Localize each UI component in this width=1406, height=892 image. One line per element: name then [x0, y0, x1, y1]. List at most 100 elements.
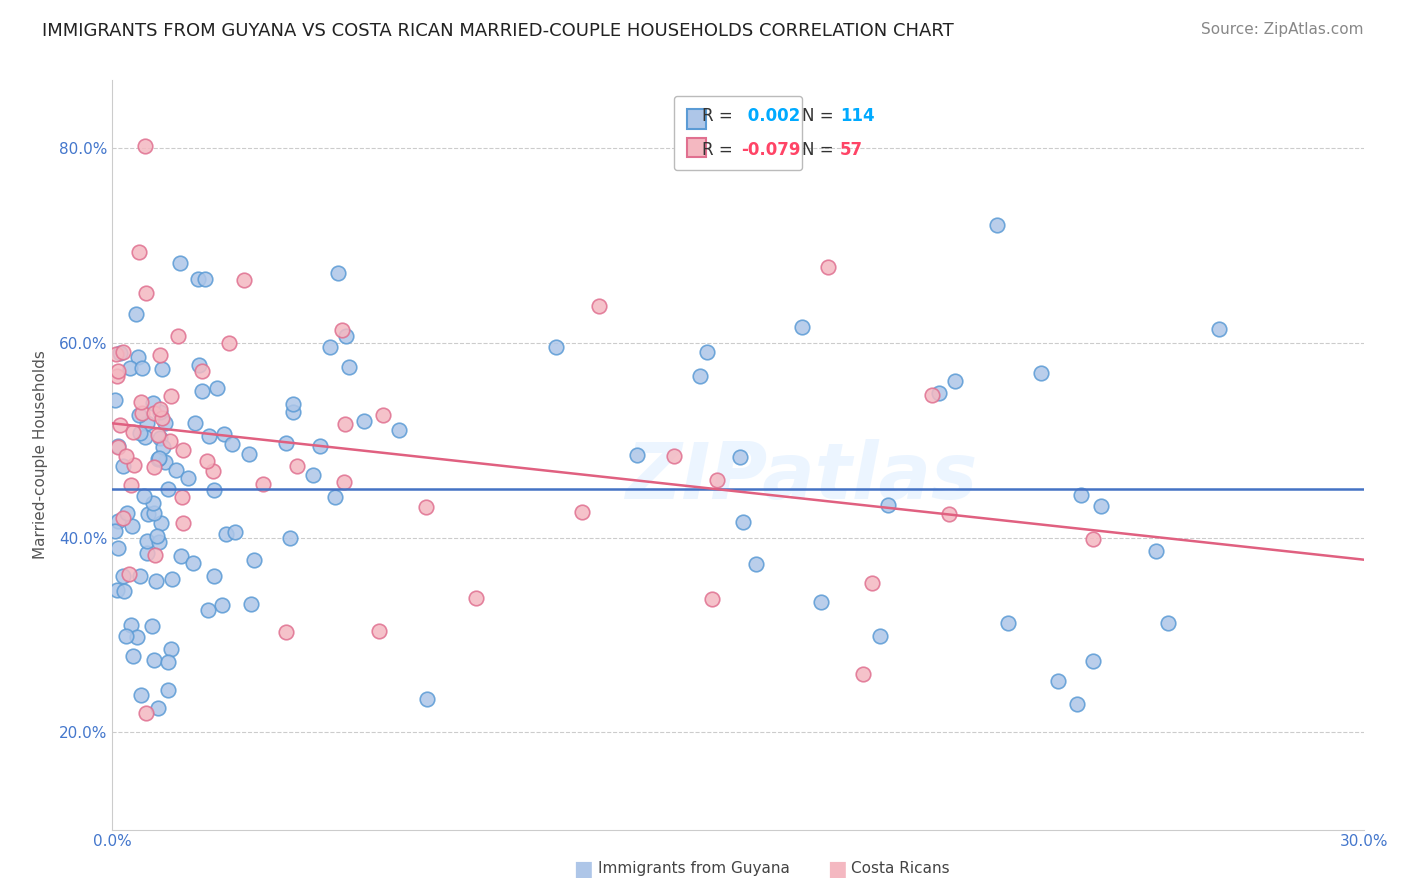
Point — [105, 582, 128, 597]
Point — [129, 688, 152, 702]
Point — [152, 411, 174, 425]
Point — [852, 666, 875, 681]
Point — [107, 440, 129, 454]
Point — [152, 440, 174, 454]
Point — [191, 364, 214, 378]
Point — [132, 489, 155, 503]
Point — [129, 425, 152, 440]
Point — [335, 417, 357, 432]
Point — [187, 272, 209, 286]
Point — [1029, 366, 1052, 380]
Point — [731, 515, 754, 529]
Point — [221, 437, 243, 451]
Point — [997, 615, 1019, 630]
Point — [181, 556, 204, 570]
Point — [943, 374, 966, 388]
Point — [128, 408, 150, 422]
Point — [148, 535, 170, 549]
Point — [326, 266, 349, 280]
Point — [135, 534, 157, 549]
Point — [243, 553, 266, 567]
Point — [986, 218, 1008, 232]
Point — [169, 256, 191, 270]
Point — [159, 434, 181, 448]
Point — [1070, 487, 1092, 501]
Point — [142, 506, 165, 520]
Point — [335, 329, 357, 343]
Point — [145, 574, 167, 589]
Text: R =: R = — [702, 141, 738, 160]
Point — [157, 682, 180, 697]
Point — [136, 416, 159, 430]
Point — [131, 406, 153, 420]
Text: ZIPatlas: ZIPatlas — [624, 440, 977, 516]
Point — [1144, 543, 1167, 558]
Point — [129, 569, 152, 583]
Point — [928, 385, 950, 400]
Point — [107, 514, 129, 528]
Point — [921, 388, 943, 402]
Point — [664, 449, 686, 463]
Point — [149, 348, 172, 362]
Point — [136, 545, 159, 559]
Point — [127, 351, 149, 365]
Point — [105, 347, 128, 361]
Point — [160, 389, 183, 403]
Point — [588, 299, 610, 313]
Text: IMMIGRANTS FROM GUYANA VS COSTA RICAN MARRIED-COUPLE HOUSEHOLDS CORRELATION CHAR: IMMIGRANTS FROM GUYANA VS COSTA RICAN MA… — [42, 22, 953, 40]
Point — [371, 408, 394, 422]
Point — [1208, 322, 1230, 336]
Point — [141, 618, 163, 632]
Point — [160, 572, 183, 586]
Legend:               ,               : , — [673, 96, 803, 170]
Text: -0.079: -0.079 — [741, 141, 801, 160]
Point — [281, 405, 304, 419]
Point — [122, 458, 145, 473]
Point — [415, 691, 437, 706]
Point — [134, 430, 156, 444]
Point — [142, 460, 165, 475]
Point — [744, 558, 766, 572]
Point — [353, 414, 375, 428]
Point — [876, 498, 898, 512]
Point — [238, 447, 260, 461]
Point — [135, 706, 157, 720]
Point — [1083, 532, 1105, 546]
Point — [211, 598, 233, 612]
Text: 57: 57 — [839, 141, 863, 160]
Point — [112, 511, 135, 525]
Point — [869, 629, 891, 643]
Point — [108, 346, 131, 360]
Point — [120, 617, 142, 632]
Point — [149, 402, 172, 417]
Point — [172, 516, 194, 531]
Point — [107, 439, 129, 453]
Point — [146, 529, 169, 543]
Point — [1156, 615, 1178, 630]
Point — [118, 566, 141, 581]
Point — [129, 394, 152, 409]
Point — [302, 468, 325, 483]
Point — [134, 139, 156, 153]
Point — [792, 319, 814, 334]
Point — [198, 428, 221, 442]
Point — [142, 396, 165, 410]
Point — [146, 701, 169, 715]
Point — [120, 478, 142, 492]
Point — [112, 458, 135, 473]
Point — [1081, 654, 1104, 668]
Point — [938, 508, 960, 522]
Point — [172, 442, 194, 457]
Point — [333, 475, 356, 489]
Point — [153, 455, 176, 469]
Point — [149, 431, 172, 445]
Point — [112, 568, 135, 582]
Point — [201, 464, 224, 478]
Point — [187, 358, 209, 372]
Point — [107, 364, 129, 378]
Point — [184, 416, 207, 430]
Text: N =: N = — [801, 107, 839, 125]
Point — [860, 576, 883, 591]
Point — [309, 439, 332, 453]
Point — [157, 482, 180, 496]
